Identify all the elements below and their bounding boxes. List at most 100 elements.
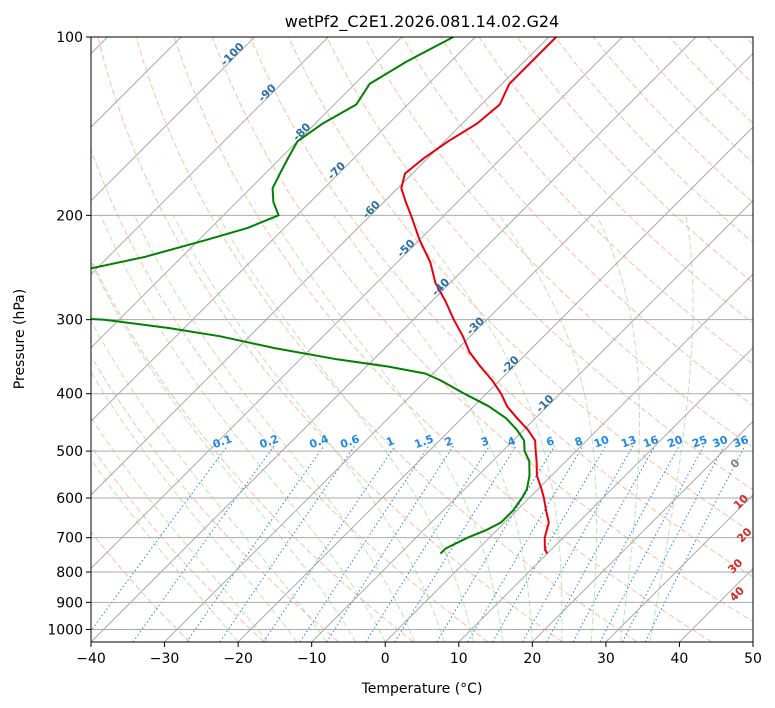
- mixing-ratio-label: 1: [385, 434, 397, 449]
- mixing-ratio-label: 1.5: [413, 432, 436, 451]
- y-tick-label: 700: [56, 531, 83, 547]
- mixing-ratio-label: 10: [592, 433, 611, 451]
- dry-adiabat: [440, 37, 753, 365]
- mixing-ratio-line: [522, 445, 634, 642]
- isotherm-label: -70: [325, 159, 348, 182]
- moist-adiabat: [91, 320, 327, 642]
- y-tick-label: 1000: [47, 622, 83, 638]
- moist-adiabat: [409, 215, 563, 642]
- isotherm: [91, 37, 256, 202]
- y-tick-label: 400: [56, 387, 83, 403]
- mixing-ratio-line: [299, 445, 430, 642]
- y-tick-label: 100: [56, 30, 83, 46]
- background-grid: [91, 37, 753, 642]
- moist-adiabat: [217, 215, 474, 642]
- mixing-ratio-line: [622, 445, 725, 642]
- x-tick-label: 20: [523, 651, 541, 667]
- moist-adiabat: [100, 215, 386, 642]
- adiabat-label: 30: [725, 556, 745, 576]
- x-tick-label: −20: [223, 651, 253, 667]
- mixing-ratio-line: [546, 445, 656, 642]
- x-tick-label: −40: [76, 651, 106, 667]
- adiabat-label: 0: [728, 456, 743, 471]
- y-axis-ticks: 100 200 300 400 500 600 700 800 900 1000: [47, 30, 91, 638]
- y-tick-label: 500: [56, 444, 83, 460]
- dry-adiabat: [249, 37, 753, 578]
- isotherm: [91, 37, 550, 496]
- dry-adiabat: [91, 445, 265, 642]
- isotherm: [384, 273, 753, 642]
- y-axis-label: Pressure (hPa): [12, 289, 28, 389]
- mixing-ratio-line: [326, 445, 454, 642]
- x-axis-ticks: −40 −30 −20 −10 0 10 20 30 40 50: [76, 642, 762, 667]
- dewpoint-line: [91, 37, 531, 555]
- moist-adiabat: [596, 215, 640, 642]
- y-tick-label: 200: [56, 208, 83, 224]
- mixing-ratio-line: [365, 445, 490, 642]
- mixing-ratio-line: [599, 445, 705, 642]
- adiabat-label: 40: [727, 584, 747, 604]
- mixing-ratio-label: 4: [506, 434, 518, 449]
- plot-frame: [90, 36, 754, 643]
- dry-adiabat: [91, 531, 191, 642]
- y-tick-label: 600: [56, 491, 83, 507]
- y-tick-label: 900: [56, 595, 83, 611]
- sounding-series: [91, 37, 557, 555]
- dry-adiabat: [554, 37, 753, 244]
- isotherm: [237, 126, 753, 642]
- x-tick-label: 30: [597, 651, 615, 667]
- x-tick-label: 0: [381, 651, 390, 667]
- isotherm: [91, 37, 623, 570]
- mixing-ratio-line: [467, 445, 584, 642]
- isotherm: [164, 52, 753, 642]
- x-tick-label: −30: [150, 651, 180, 667]
- isotherm-label: -10: [533, 392, 556, 415]
- mixing-ratio-label: 0.1: [211, 432, 234, 451]
- isotherm: [311, 199, 753, 642]
- isotherm-label: -30: [464, 314, 487, 337]
- x-tick-label: 10: [450, 651, 468, 667]
- isotherm: [679, 567, 753, 642]
- dry-adiabat: [97, 37, 563, 642]
- mixing-ratio-line: [219, 445, 356, 642]
- moist-adiabat: [499, 215, 598, 642]
- mixing-ratio-label: 25: [690, 433, 709, 450]
- isotherm-label: -20: [499, 353, 522, 376]
- moist-adiabat: [91, 458, 239, 642]
- mixing-ratio-line: [132, 445, 275, 642]
- moist-adiabat: [649, 215, 694, 642]
- isotherm: [91, 37, 697, 642]
- isotherm-label: -90: [256, 81, 279, 104]
- mixing-ratio-label: 0.4: [308, 432, 331, 451]
- mixing-ratio-label: 0.6: [338, 432, 361, 451]
- moist-adiabat: [91, 370, 298, 642]
- mixing-ratio-line: [644, 445, 746, 642]
- dry-adiabat: [478, 37, 753, 324]
- adiabat-label: 20: [734, 525, 754, 545]
- mixing-ratio-label: 36: [731, 433, 750, 451]
- mixing-ratio-label: 3: [479, 434, 491, 449]
- isotherm: [91, 37, 329, 275]
- isotherm: [752, 641, 753, 642]
- mixing-ratio-label: 0.2: [258, 432, 281, 451]
- dry-adiabat: [516, 37, 753, 284]
- dry-adiabat: [669, 37, 753, 125]
- temperature-line: [400, 37, 557, 555]
- isotherm-label: -80: [290, 120, 313, 143]
- moist-adiabat: [333, 215, 533, 642]
- mixing-ratio-label: 6: [544, 434, 556, 449]
- dry-adiabat: [707, 37, 753, 85]
- isotherm: [531, 420, 753, 642]
- x-axis-label: Temperature (°C): [361, 681, 483, 697]
- isotherm: [605, 494, 753, 642]
- dry-adiabat: [745, 37, 753, 46]
- mixing-ratio-label: 20: [666, 433, 685, 451]
- moist-adiabat: [172, 215, 445, 642]
- isotherm-label: -100: [218, 40, 247, 69]
- isotherm: [458, 347, 753, 642]
- dry-adiabat: [592, 37, 753, 204]
- dry-adiabat: [211, 37, 753, 623]
- dry-adiabat: [91, 148, 489, 642]
- mixing-ratio-label: 13: [619, 433, 638, 450]
